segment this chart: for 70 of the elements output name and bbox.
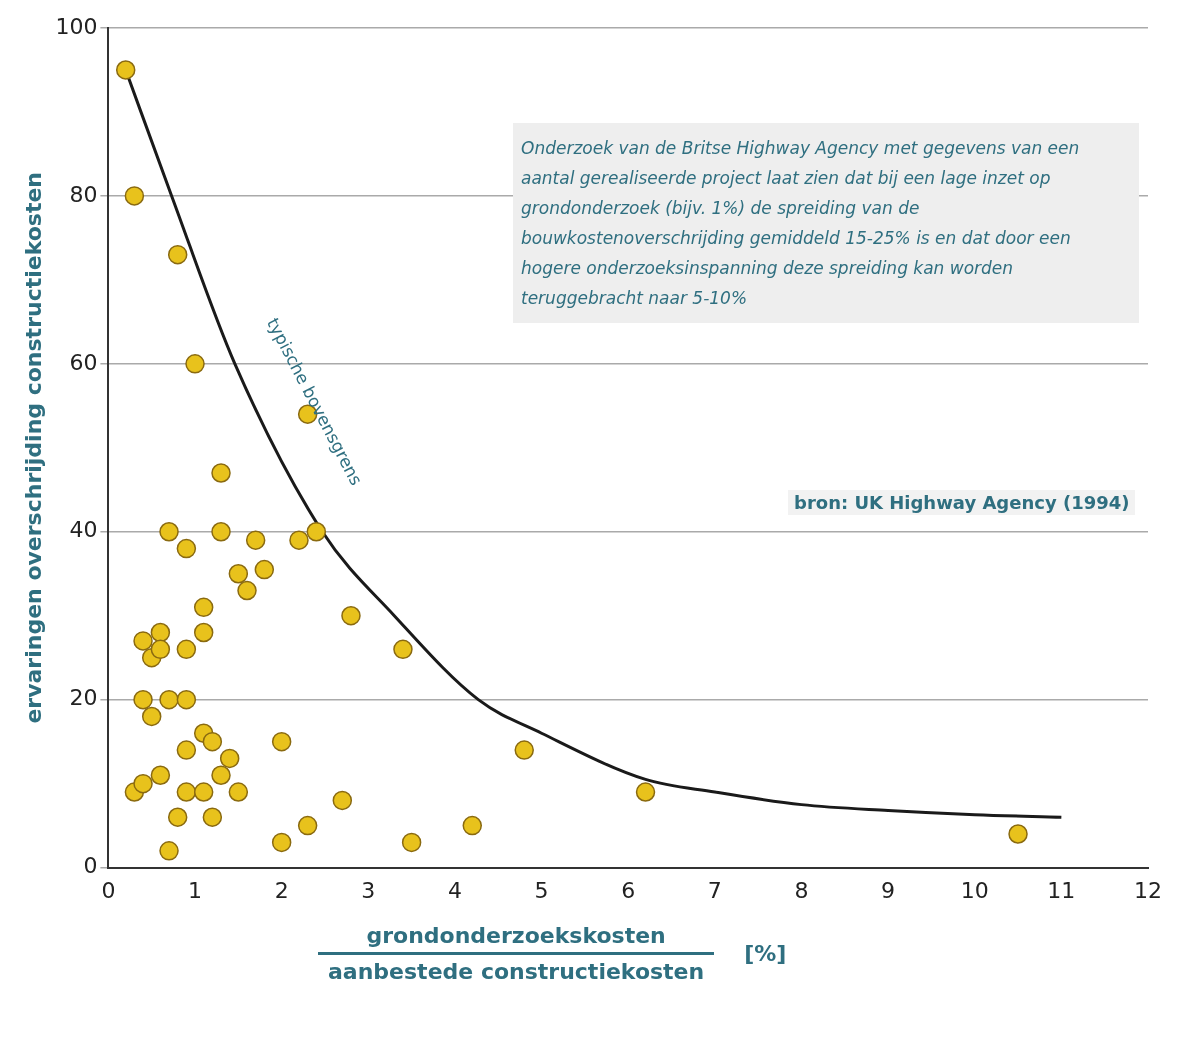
point: [133, 689, 153, 710]
point: [514, 740, 534, 760]
point: [271, 832, 292, 853]
point: [228, 782, 249, 802]
y-tick-label: 0: [83, 853, 98, 879]
source-box: bron: UK Highway Agency (1994): [788, 490, 1136, 515]
point: [401, 832, 422, 853]
point: [185, 354, 205, 374]
point: [159, 841, 179, 861]
point: [176, 538, 197, 559]
y-tick-label: 60: [69, 349, 98, 375]
point: [202, 731, 223, 752]
point: [150, 765, 171, 785]
x-tick-label: 8: [794, 877, 809, 903]
y-tick-label: 20: [69, 685, 98, 711]
point: [167, 807, 188, 827]
x-tick-label: 0: [101, 877, 116, 903]
x-tick-label: 2: [274, 877, 289, 903]
point: [133, 773, 153, 794]
point: [141, 706, 162, 727]
point: [332, 790, 353, 811]
x-tick-label: 7: [707, 877, 722, 903]
point: [297, 815, 318, 836]
point: [228, 563, 249, 584]
point: [237, 580, 257, 601]
point: [167, 244, 188, 265]
x-tick-label: 1: [188, 877, 203, 903]
point: [150, 622, 171, 643]
point: [211, 463, 231, 483]
point: [211, 522, 231, 542]
point: [254, 559, 275, 580]
y-tick-label: 100: [55, 13, 98, 39]
point: [176, 740, 197, 760]
x-tick-label: 9: [881, 877, 896, 903]
point: [159, 689, 179, 710]
point: [193, 782, 214, 802]
point: [193, 597, 214, 618]
point: [193, 622, 214, 643]
y-tick-label: 80: [69, 181, 98, 207]
y-tick-label: 40: [69, 517, 98, 543]
point: [202, 807, 223, 827]
point: [211, 765, 231, 785]
x-tick-label: 6: [621, 877, 636, 903]
x-tick-label: 4: [447, 877, 462, 903]
point: [115, 60, 136, 80]
text: grondonderzoekskosten aanbestede constructiekosten [%]: [328, 923, 787, 984]
point: [133, 631, 153, 651]
note-box: Onderzoek van de Britse Highway Agency met gegevens van een aantal gerealiseerde project laat zien dat bij een lage inzet op grondonderzoek (bijv. 1%) de spreiding van de bouwkostenoverschrijding gemiddeld 15-25% is en dat door een hogere onderzoeksinspanning deze spreiding kan worden teruggebracht naar 5-10%: [513, 123, 1139, 323]
point: [306, 522, 327, 542]
point: [289, 530, 309, 550]
y-axis-title: ervaringen overschrijding constructiekosten: [20, 171, 46, 724]
x-tick-label: 11: [1047, 877, 1076, 903]
point: [219, 748, 240, 769]
point: [150, 639, 171, 660]
x-tick-label: 3: [361, 877, 376, 903]
point: [176, 782, 197, 802]
point: [341, 605, 361, 626]
point: [159, 522, 179, 542]
x-tick-label: 5: [534, 877, 549, 903]
x-tick-label: 12: [1134, 877, 1162, 903]
point: [124, 186, 145, 206]
point: [245, 530, 266, 550]
point: [176, 689, 197, 710]
point: [635, 782, 656, 802]
x-tick-label: 10: [960, 877, 989, 903]
point: [1008, 824, 1028, 844]
point: [271, 731, 292, 752]
point: [462, 815, 482, 836]
point: [393, 639, 413, 660]
point: [176, 639, 197, 660]
